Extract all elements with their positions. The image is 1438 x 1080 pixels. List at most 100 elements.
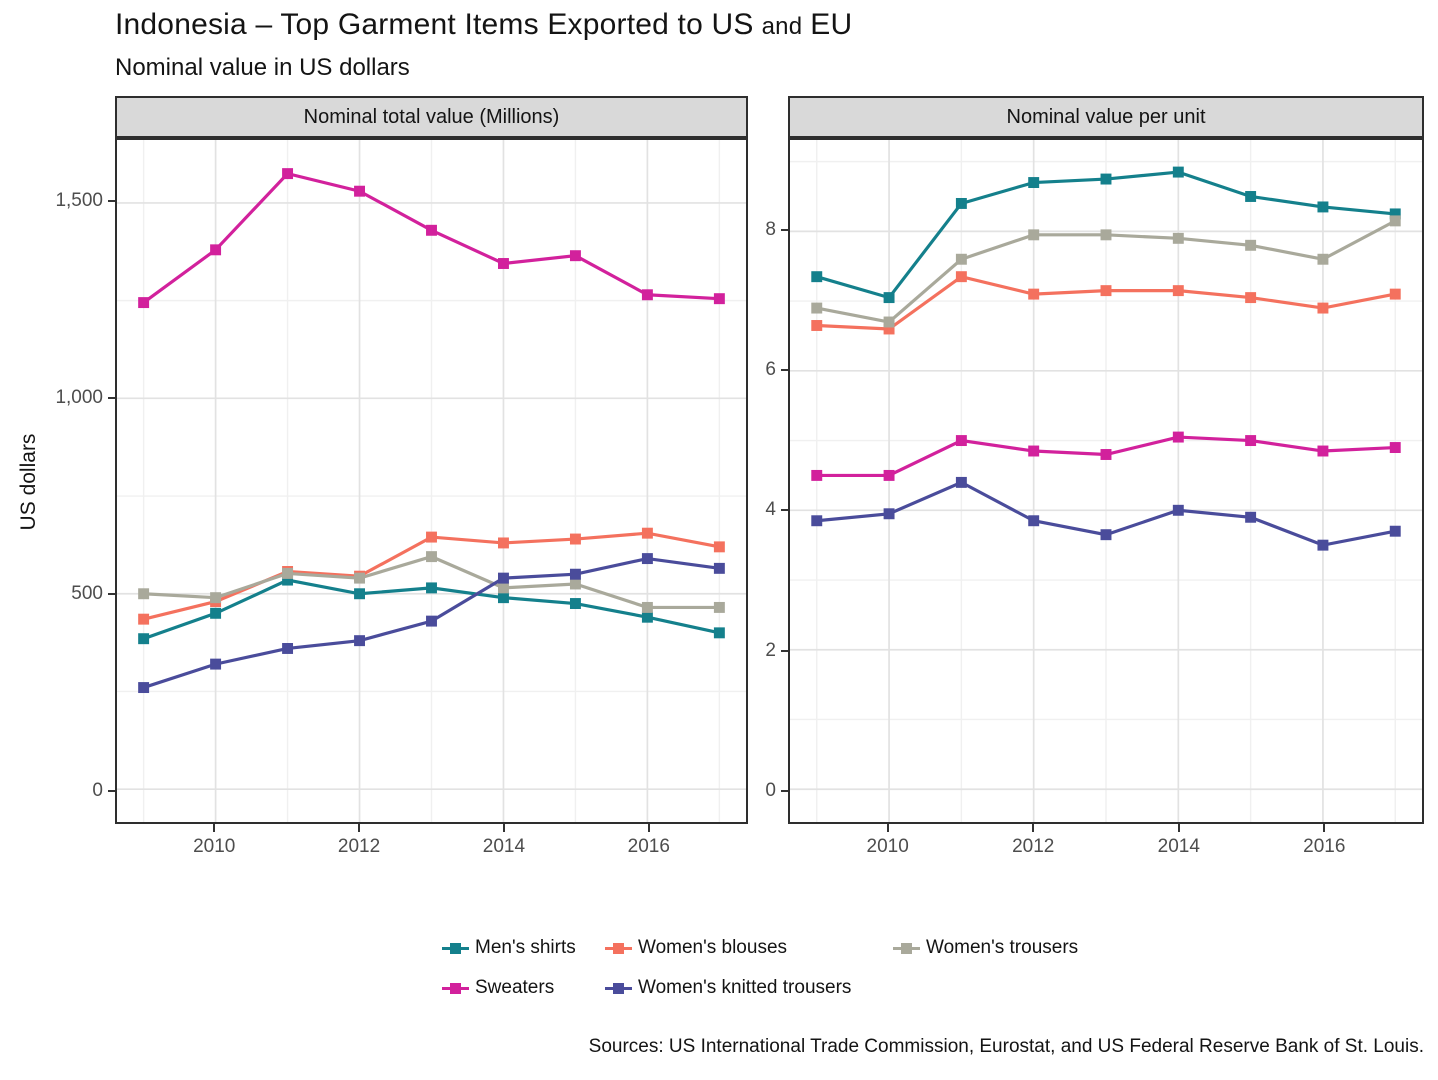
- legend-item-sweaters: Sweaters: [442, 976, 605, 1000]
- series-marker-women-s-blouses: [569, 533, 581, 545]
- y-axis-tick: [781, 509, 788, 512]
- x-tick-label: 2012: [337, 836, 381, 857]
- legend-label: Women's trousers: [926, 937, 1079, 958]
- series-marker-women-s-blouses: [883, 323, 895, 335]
- panel-total-value: Nominal total value (Millions): [115, 96, 748, 824]
- series-marker-women-s-trousers: [713, 601, 725, 613]
- series-marker-women-s-trousers: [1245, 239, 1257, 251]
- series-marker-men-s-shirts: [498, 592, 509, 604]
- y-tick-label: 1,500: [55, 190, 103, 212]
- legend: Men's shirts Women's blouses Women's trous…: [442, 936, 1078, 1000]
- series-marker-women-s-trousers: [1100, 229, 1112, 241]
- series-marker-women-s-blouses: [811, 320, 823, 331]
- series-marker-women-s-blouses: [1100, 285, 1112, 297]
- series-marker-women-s-trousers: [569, 578, 581, 590]
- series-marker-women-s-trousers: [426, 551, 437, 563]
- series-marker-men-s-shirts: [1028, 177, 1040, 189]
- series-marker-sweaters: [569, 250, 581, 262]
- x-tick-label: 2016: [627, 836, 670, 857]
- x-axis-tick: [1032, 824, 1035, 832]
- series-marker-women-s-trousers: [883, 316, 895, 328]
- series-marker-men-s-shirts: [883, 292, 895, 304]
- x-axis-tick: [1177, 824, 1180, 832]
- series-marker-women-s-knitted-trousers: [1028, 515, 1040, 527]
- series-marker-men-s-shirts: [426, 582, 437, 594]
- series-marker-sweaters: [713, 293, 725, 305]
- x-tick-label: 2016: [1303, 836, 1346, 857]
- legend-key-icon: [893, 941, 920, 956]
- y-tick-label: 2: [765, 639, 776, 661]
- plot-svg-value-per-unit: [790, 140, 1422, 822]
- series-marker-sweaters: [641, 289, 653, 301]
- series-marker-men-s-shirts: [1317, 201, 1329, 213]
- legend-label: Women's blouses: [638, 937, 788, 958]
- series-marker-women-s-knitted-trousers: [138, 682, 150, 694]
- series-marker-sweaters: [498, 258, 509, 269]
- series-marker-men-s-shirts: [210, 607, 222, 619]
- series-marker-sweaters: [354, 185, 365, 197]
- y-tick-label: 4: [765, 499, 776, 521]
- x-axis-tick: [502, 824, 505, 832]
- y-tick-label: 6: [765, 359, 776, 381]
- series-marker-women-s-knitted-trousers: [210, 658, 222, 670]
- y-axis-title: US dollars: [17, 433, 40, 531]
- y-axis-tick: [108, 789, 115, 792]
- y-axis-tick: [108, 200, 115, 203]
- title-main: Indonesia – Top Garment Items Exported t…: [115, 8, 754, 41]
- legend-key-square: [450, 982, 461, 994]
- legend-label: Women's knitted trousers: [638, 977, 852, 998]
- series-marker-men-s-shirts: [811, 271, 823, 283]
- series-marker-women-s-knitted-trousers: [713, 562, 725, 574]
- y-axis-tick: [781, 790, 788, 793]
- series-marker-women-s-knitted-trousers: [1100, 529, 1112, 541]
- y-axis-tick: [781, 649, 788, 652]
- series-marker-sweaters: [426, 224, 437, 236]
- legend-item-women-s-blouses: Women's blouses: [605, 936, 893, 960]
- x-axis-tick: [213, 824, 216, 832]
- legend-item-women-s-trousers: Women's trousers: [893, 936, 1078, 960]
- x-tick-label: 2010: [193, 836, 236, 857]
- series-marker-sweaters: [1389, 442, 1401, 453]
- series-marker-sweaters: [1100, 449, 1112, 460]
- x-axis-tick: [886, 824, 889, 832]
- legend-key-icon: [442, 981, 469, 996]
- y-axis-tick: [781, 228, 788, 231]
- legend-key-square: [613, 942, 624, 954]
- legend-label: Men's shirts: [475, 937, 576, 958]
- y-tick-label: 8: [765, 218, 776, 240]
- series-marker-women-s-trousers: [1172, 232, 1184, 244]
- legend-item-women-s-knitted-trousers: Women's knitted trousers: [605, 976, 893, 1000]
- series-marker-women-s-blouses: [138, 613, 150, 625]
- series-marker-women-s-trousers: [1028, 229, 1040, 241]
- series-marker-women-s-trousers: [1317, 253, 1329, 265]
- series-marker-women-s-trousers: [811, 302, 823, 314]
- y-tick-label: 500: [71, 583, 103, 605]
- series-marker-men-s-shirts: [354, 588, 365, 600]
- x-tick-label: 2010: [866, 836, 909, 857]
- series-marker-women-s-knitted-trousers: [1317, 539, 1329, 551]
- series-marker-women-s-blouses: [498, 537, 509, 549]
- y-tick-label: 0: [765, 780, 776, 802]
- series-marker-men-s-shirts: [138, 633, 150, 645]
- series-marker-men-s-shirts: [955, 197, 967, 209]
- series-marker-men-s-shirts: [713, 627, 725, 639]
- series-marker-men-s-shirts: [641, 611, 653, 623]
- series-marker-women-s-knitted-trousers: [641, 553, 653, 565]
- series-marker-women-s-trousers: [641, 601, 653, 613]
- panel-value-per-unit: Nominal value per unit: [788, 96, 1424, 824]
- series-marker-women-s-knitted-trousers: [883, 508, 895, 520]
- source-note: Sources: US International Trade Commissi…: [588, 1036, 1424, 1057]
- series-marker-women-s-trousers: [498, 582, 509, 594]
- series-marker-sweaters: [1172, 431, 1184, 443]
- y-axis-tick: [108, 593, 115, 596]
- series-marker-sweaters: [1028, 445, 1040, 457]
- legend-key-square: [901, 942, 912, 954]
- series-marker-women-s-blouses: [1389, 288, 1401, 300]
- legend-key-icon: [605, 941, 632, 956]
- series-marker-women-s-blouses: [713, 541, 725, 553]
- series-marker-women-s-knitted-trousers: [955, 476, 967, 488]
- x-tick-label: 2014: [482, 836, 526, 857]
- legend-label: Sweaters: [475, 977, 555, 998]
- series-marker-women-s-trousers: [210, 592, 222, 604]
